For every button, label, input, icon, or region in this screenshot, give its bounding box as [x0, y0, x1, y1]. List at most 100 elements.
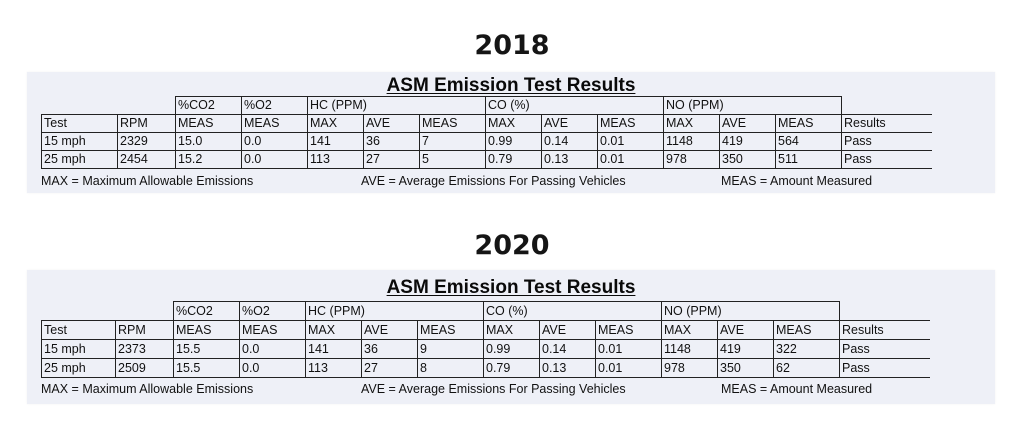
- emission-report-2020: ASM Emission Test Results %CO2 %O2 HC (P…: [27, 270, 995, 404]
- table-cell: 9: [417, 339, 484, 359]
- group-header-row: %CO2 %O2 HC (PPM) CO (%) NO (PPM): [41, 301, 930, 321]
- table-cell: 25 mph: [41, 150, 118, 169]
- table-cell: 36: [363, 132, 420, 151]
- table-cell: 15.5: [173, 339, 240, 359]
- table-cell: 2373: [115, 339, 174, 359]
- table-row: 15 mph 2373 15.5 0.0 141 36 9 0.99 0.14 …: [41, 339, 930, 359]
- table-cell: 2454: [117, 150, 176, 169]
- group-header: %CO2: [173, 301, 240, 321]
- table-cell: 419: [719, 132, 776, 151]
- blank-cell: [841, 96, 932, 115]
- table-cell: 15.5: [173, 358, 240, 378]
- group-header: HC (PPM): [307, 96, 486, 115]
- column-header: MEAS: [419, 114, 486, 133]
- column-header: MEAS: [241, 114, 308, 133]
- table-cell: 36: [361, 339, 418, 359]
- table-cell: 511: [775, 150, 842, 169]
- table-cell: 7: [419, 132, 486, 151]
- table-cell: 0.99: [485, 132, 542, 151]
- column-header: Results: [839, 320, 930, 340]
- table-cell: 0.01: [595, 339, 662, 359]
- table-cell: 0.0: [239, 358, 306, 378]
- table-cell: 15.0: [175, 132, 242, 151]
- result-cell: Pass: [841, 150, 932, 169]
- table-cell: 978: [663, 150, 720, 169]
- table-cell: 15 mph: [41, 132, 118, 151]
- table-cell: 5: [419, 150, 486, 169]
- column-header-row: Test RPM MEAS MEAS MAX AVE MEAS MAX AVE …: [41, 114, 932, 133]
- table-cell: 15.2: [175, 150, 242, 169]
- column-header: RPM: [115, 320, 174, 340]
- column-header: Test: [41, 114, 118, 133]
- column-header: AVE: [719, 114, 776, 133]
- legend-max: MAX = Maximum Allowable Emissions: [41, 382, 254, 396]
- blank-cell: [115, 301, 174, 321]
- legend-ave: AVE = Average Emissions For Passing Vehi…: [361, 382, 626, 396]
- table-cell: 2509: [115, 358, 174, 378]
- table-row: 25 mph 2509 15.5 0.0 113 27 8 0.79 0.13 …: [41, 358, 930, 378]
- table-cell: 0.79: [485, 150, 542, 169]
- column-header: MEAS: [239, 320, 306, 340]
- column-header: Results: [841, 114, 932, 133]
- table-cell: 978: [661, 358, 718, 378]
- table-cell: 0.01: [597, 132, 664, 151]
- results-table: %CO2 %O2 HC (PPM) CO (%) NO (PPM) Test R…: [41, 96, 932, 169]
- table-cell: 0.13: [541, 150, 598, 169]
- table-cell: 141: [307, 132, 364, 151]
- table-cell: 0.79: [483, 358, 540, 378]
- report-title: ASM Emission Test Results: [386, 75, 636, 96]
- table-cell: 0.0: [241, 132, 308, 151]
- column-header: MEAS: [417, 320, 484, 340]
- emission-report-2018: ASM Emission Test Results %CO2 %O2 HC (P…: [27, 72, 995, 193]
- table-cell: 0.01: [595, 358, 662, 378]
- table-cell: 1148: [663, 132, 720, 151]
- legend: MAX = Maximum Allowable Emissions AVE = …: [41, 174, 911, 190]
- column-header: MEAS: [173, 320, 240, 340]
- table-row: 25 mph 2454 15.2 0.0 113 27 5 0.79 0.13 …: [41, 150, 932, 169]
- table-cell: 0.01: [597, 150, 664, 169]
- column-header: MEAS: [597, 114, 664, 133]
- group-header: HC (PPM): [305, 301, 484, 321]
- legend: MAX = Maximum Allowable Emissions AVE = …: [41, 382, 911, 398]
- group-header: NO (PPM): [661, 301, 840, 321]
- legend-meas: MEAS = Amount Measured: [721, 174, 873, 188]
- table-row: 15 mph 2329 15.0 0.0 141 36 7 0.99 0.14 …: [41, 132, 932, 151]
- table-cell: 350: [717, 358, 774, 378]
- year-heading-2018: 2018: [474, 30, 550, 61]
- table-cell: 1148: [661, 339, 718, 359]
- legend-max: MAX = Maximum Allowable Emissions: [41, 174, 254, 188]
- table-cell: 113: [305, 358, 362, 378]
- table-cell: 0.13: [539, 358, 596, 378]
- table-cell: 564: [775, 132, 842, 151]
- group-header: %CO2: [175, 96, 242, 115]
- column-header: AVE: [539, 320, 596, 340]
- column-header: AVE: [541, 114, 598, 133]
- group-header: %O2: [241, 96, 308, 115]
- table-cell: 0.14: [539, 339, 596, 359]
- table-cell: 419: [717, 339, 774, 359]
- group-header-row: %CO2 %O2 HC (PPM) CO (%) NO (PPM): [41, 96, 932, 115]
- table-cell: 15 mph: [41, 339, 116, 359]
- year-heading-2020: 2020: [474, 230, 550, 261]
- blank-cell: [41, 96, 118, 115]
- results-table: %CO2 %O2 HC (PPM) CO (%) NO (PPM) Test R…: [41, 301, 930, 378]
- column-header-row: Test RPM MEAS MEAS MAX AVE MEAS MAX AVE …: [41, 320, 930, 340]
- result-cell: Pass: [841, 132, 932, 151]
- blank-cell: [839, 301, 930, 321]
- table-cell: 0.99: [483, 339, 540, 359]
- column-header: AVE: [717, 320, 774, 340]
- table-cell: 27: [361, 358, 418, 378]
- table-cell: 350: [719, 150, 776, 169]
- table-cell: 322: [773, 339, 840, 359]
- group-header: CO (%): [485, 96, 664, 115]
- table-cell: 2329: [117, 132, 176, 151]
- blank-cell: [117, 96, 176, 115]
- table-cell: 8: [417, 358, 484, 378]
- group-header: %O2: [239, 301, 306, 321]
- table-cell: 0.14: [541, 132, 598, 151]
- group-header: NO (PPM): [663, 96, 842, 115]
- table-cell: 0.0: [239, 339, 306, 359]
- legend-meas: MEAS = Amount Measured: [721, 382, 873, 396]
- column-header: MAX: [305, 320, 362, 340]
- column-header: MEAS: [175, 114, 242, 133]
